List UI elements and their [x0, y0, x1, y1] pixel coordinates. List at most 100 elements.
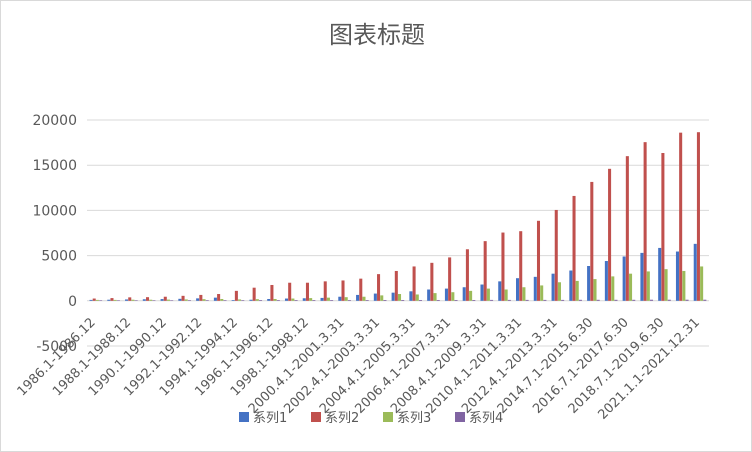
bar-系列3 [344, 297, 348, 301]
bar-系列4 [578, 299, 582, 301]
bar-系列2 [590, 181, 594, 301]
bar-系列1 [373, 293, 377, 301]
bar-系列1 [89, 299, 93, 301]
bar-系列4 [294, 300, 298, 301]
bar-系列4 [330, 300, 334, 301]
bar-系列3 [557, 282, 561, 301]
bar-系列4 [632, 299, 636, 301]
bar-系列1 [640, 252, 644, 301]
bar-系列1 [284, 298, 289, 301]
bar-系列3 [166, 299, 171, 301]
bar-系列1 [516, 278, 520, 301]
bar-系列4 [312, 300, 316, 301]
bar-系列1 [480, 284, 484, 301]
bar-系列3 [682, 270, 686, 301]
bar-系列1 [604, 261, 608, 301]
bar-系列1 [444, 288, 448, 301]
bar-系列2 [217, 294, 221, 301]
y-tick-label: 10000 [32, 203, 77, 219]
legend-swatch [311, 412, 321, 422]
bar-系列3 [575, 280, 579, 301]
bar-系列3 [451, 292, 455, 301]
bar-系列3 [629, 273, 633, 301]
bar-系列2 [536, 220, 541, 301]
bar-系列3 [291, 298, 295, 301]
bar-系列4 [99, 300, 103, 301]
bar-系列2 [483, 241, 487, 301]
bar-系列4 [259, 300, 263, 301]
y-tick-label: 0 [68, 294, 77, 310]
bar-系列4 [685, 299, 689, 301]
bar-系列3 [540, 285, 544, 301]
bar-系列1 [302, 298, 306, 301]
bar-系列1 [107, 299, 111, 301]
bar-系列1 [356, 294, 360, 301]
bar-系列2 [377, 274, 381, 301]
bar-系列2 [643, 142, 647, 301]
bar-系列4 [490, 299, 494, 301]
bar-系列4 [454, 299, 458, 301]
bar-系列1 [498, 281, 502, 301]
bar-系列3 [238, 299, 242, 301]
bar-系列4 [543, 299, 547, 301]
bar-系列2 [341, 280, 345, 301]
bar-系列3 [415, 294, 419, 301]
bar-系列3 [646, 271, 650, 301]
bar-系列1 [178, 298, 182, 301]
legend-swatch [383, 412, 393, 422]
bar-系列4 [614, 299, 618, 301]
bar-系列4 [525, 299, 529, 301]
bar-系列4 [134, 300, 138, 301]
bar-系列2 [465, 249, 469, 301]
bar-系列1 [409, 291, 413, 301]
bar-系列1 [675, 251, 679, 301]
bar-系列3 [202, 299, 206, 301]
bar-系列4 [347, 300, 351, 301]
bar-系列2 [661, 153, 665, 301]
bar-系列3 [149, 299, 153, 301]
bar-系列1 [160, 299, 164, 301]
bars [89, 132, 707, 301]
bar-系列2 [110, 298, 114, 301]
bar-系列3 [131, 299, 135, 301]
y-tick-label: 5000 [41, 249, 77, 265]
bar-系列3 [611, 276, 615, 301]
bar-系列2 [163, 296, 167, 301]
bar-系列4 [205, 300, 209, 301]
bar-系列4 [276, 300, 280, 301]
bar-系列1 [196, 298, 200, 301]
bar-系列3 [362, 296, 366, 301]
bar-系列1 [391, 292, 395, 301]
bar-系列2 [448, 257, 452, 301]
bar-系列4 [507, 299, 511, 301]
bar-系列2 [572, 195, 576, 301]
bar-系列2 [92, 298, 96, 301]
legend-swatch [239, 412, 249, 422]
gridlines [87, 119, 709, 347]
bar-系列1 [587, 266, 591, 301]
bar-系列4 [241, 300, 245, 301]
bar-系列4 [418, 299, 423, 301]
y-axis-ticks: -5000 0 5000 10000 15000 20000 [32, 113, 77, 355]
bar-系列3 [664, 269, 668, 301]
bar-系列2 [323, 281, 327, 301]
bar-系列2 [679, 132, 683, 301]
bar-系列3 [700, 266, 704, 301]
bar-系列2 [430, 262, 434, 301]
bar-系列1 [462, 287, 466, 301]
bar-系列1 [125, 299, 129, 301]
bar-系列3 [184, 299, 188, 301]
bar-系列1 [231, 300, 235, 301]
bar-系列2 [394, 270, 398, 301]
bar-系列2 [554, 209, 558, 301]
legend: 系列1 系列2 系列3 系列4 [239, 411, 503, 426]
bar-系列1 [658, 247, 662, 301]
bar-系列4 [703, 299, 707, 301]
bar-系列1 [142, 299, 146, 301]
legend-swatch [455, 412, 465, 422]
bar-系列4 [383, 299, 387, 301]
bar-系列2 [288, 282, 292, 301]
bar-系列1 [338, 296, 342, 301]
bar-系列3 [504, 289, 508, 301]
bar-系列1 [267, 298, 271, 301]
